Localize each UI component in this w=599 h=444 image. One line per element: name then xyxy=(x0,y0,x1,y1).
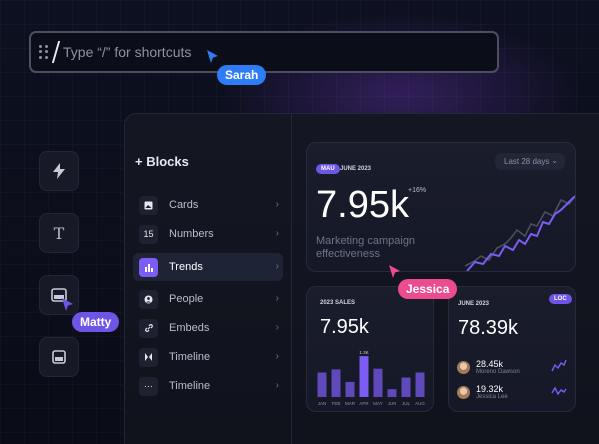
trend-line-primary xyxy=(466,195,575,271)
sales-month-label: APR xyxy=(359,401,369,406)
person-icon xyxy=(139,289,158,309)
cursor-arrow-icon xyxy=(389,265,400,278)
block-item-timeline-2[interactable]: ··· Timeline › xyxy=(133,372,283,400)
tool-image-button[interactable] xyxy=(39,275,79,315)
avatar xyxy=(457,360,470,374)
trend-line-secondary xyxy=(464,195,575,267)
image-block-icon xyxy=(51,288,67,302)
chevron-down-icon: ⌄ xyxy=(551,156,558,165)
embed-block-icon xyxy=(52,350,66,364)
blocks-sidebar: + Blocks Cards › 15 Numbers › Trends › P… xyxy=(125,114,292,444)
image-icon xyxy=(139,195,158,215)
block-item-trends[interactable]: Trends › xyxy=(133,253,283,281)
sales-bar xyxy=(359,356,369,397)
sales-month-label: JUL xyxy=(402,401,410,406)
sales-month-label: FEB xyxy=(332,401,341,406)
drag-handle-icon[interactable] xyxy=(39,45,49,59)
collaborator-cursor-matty xyxy=(62,298,74,312)
person-row[interactable]: 28.45k Moreno Dawson xyxy=(457,357,520,377)
cursor-arrow-icon xyxy=(62,298,73,311)
sales-bar xyxy=(415,372,425,397)
block-item-embeds[interactable]: Embeds › xyxy=(133,314,283,342)
sales-value: 7.95k xyxy=(320,316,369,338)
chevron-right-icon: › xyxy=(275,199,279,210)
link-icon xyxy=(139,318,158,338)
cursor-tag-matty: Matty xyxy=(72,312,120,332)
plus-icon: + xyxy=(135,154,147,169)
sales-month-label: AUG xyxy=(415,401,425,406)
sales-card[interactable]: 2023 SALES 7.95k JAN FEB MAR APR 1.3K MAY JUN J… xyxy=(306,286,434,412)
numbers-icon: 15 xyxy=(139,224,158,244)
collaborator-cursor-sarah xyxy=(207,50,219,64)
campaign-card[interactable]: MAU JUNE 2023 Last 28 days ⌄ 7.95k +16% … xyxy=(306,142,576,272)
collaborator-cursor-jessica xyxy=(389,265,401,279)
bar-chart-icon xyxy=(139,257,158,277)
sales-bar-chart: JAN FEB MAR APR 1.3K MAY JUN JUL AUG xyxy=(317,350,425,406)
chevron-right-icon: › xyxy=(275,322,279,333)
text-icon: T xyxy=(53,223,65,243)
cursor-tag-jessica: Jessica xyxy=(398,279,458,299)
blocks-title: + Blocks xyxy=(135,154,189,169)
sales-bar xyxy=(373,368,383,397)
sales-bar xyxy=(345,381,355,397)
sales-bar xyxy=(401,377,411,397)
campaign-caption-line1: Marketing campaign xyxy=(316,235,416,247)
sales-label: 2023 SALES xyxy=(320,300,356,306)
lightning-icon xyxy=(53,163,65,179)
june-label: JUNE 2023 xyxy=(458,301,490,307)
june-card[interactable]: JUNE 2023 LOC 78.39k 28.45k Moreno Dawso… xyxy=(448,286,576,412)
blocks-panel: + Blocks Cards › 15 Numbers › Trends › P… xyxy=(124,113,599,444)
command-input[interactable]: Type “/” for shortcuts xyxy=(29,31,499,73)
chevron-right-icon: › xyxy=(275,261,279,272)
campaign-value: 7.95k xyxy=(316,184,409,226)
campaign-caption-line2: effectiveness xyxy=(316,248,381,260)
text-caret xyxy=(51,41,61,63)
sales-bar xyxy=(331,369,341,397)
block-item-timeline[interactable]: Timeline › xyxy=(133,343,283,371)
person-row[interactable]: 19.32k Jessica Lee xyxy=(457,382,508,402)
campaign-date: JUNE 2023 xyxy=(340,166,372,172)
tool-lightning-button[interactable] xyxy=(39,151,79,191)
loc-pill: LOC xyxy=(549,294,572,304)
block-item-cards[interactable]: Cards › xyxy=(133,191,283,219)
tool-embed-button[interactable] xyxy=(39,337,79,377)
block-item-people[interactable]: People › xyxy=(133,285,283,313)
cursor-tag-sarah: Sarah xyxy=(217,65,267,85)
chevron-right-icon: › xyxy=(275,228,279,239)
sales-month-label: JUN xyxy=(388,401,397,406)
cursor-arrow-icon xyxy=(207,50,218,63)
tool-text-button[interactable]: T xyxy=(39,213,79,253)
sales-bar xyxy=(317,372,327,397)
campaign-delta: +16% xyxy=(408,187,427,194)
avatar xyxy=(457,385,470,399)
command-placeholder: Type “/” for shortcuts xyxy=(63,44,192,60)
sales-peak-label: 1.3K xyxy=(359,350,368,355)
sales-month-label: JAN xyxy=(318,401,327,406)
chevron-right-icon: › xyxy=(275,351,279,362)
chevron-right-icon: › xyxy=(275,380,279,391)
trend-line-chart xyxy=(464,195,575,271)
sparkline-icon xyxy=(551,359,567,372)
sales-month-label: MAR xyxy=(345,401,356,406)
sales-month-label: MAY xyxy=(373,401,382,406)
block-item-numbers[interactable]: 15 Numbers › xyxy=(133,220,283,248)
timeline-icon xyxy=(139,347,158,367)
sparkline-icon xyxy=(551,386,567,396)
more-icon: ··· xyxy=(139,376,158,396)
chevron-right-icon: › xyxy=(275,293,279,304)
sales-bar xyxy=(387,389,397,397)
june-value: 78.39k xyxy=(458,317,519,339)
mau-pill: MAU xyxy=(316,164,340,174)
date-range-select[interactable]: Last 28 days ⌄ xyxy=(495,153,565,170)
